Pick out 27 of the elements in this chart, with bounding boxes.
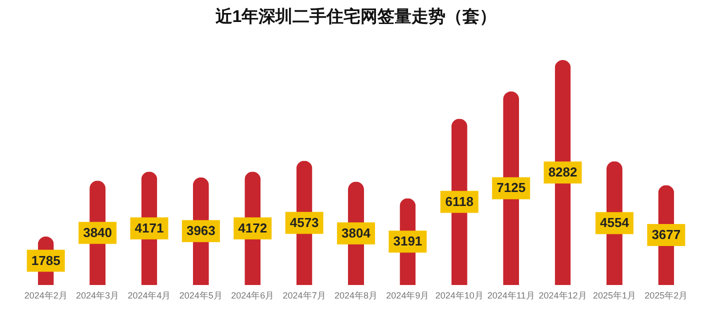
data-label: 1785 — [31, 252, 60, 268]
x-tick-label: 2025年2月 — [644, 290, 688, 300]
data-label: 3963 — [186, 223, 216, 238]
x-tick-label: 2024年8月 — [334, 290, 378, 300]
data-label: 4554 — [600, 215, 630, 230]
x-tick-label: 2024年3月 — [76, 290, 120, 300]
data-label: 3804 — [342, 225, 372, 240]
x-tick-label: 2024年11月 — [487, 290, 535, 300]
data-label: 3840 — [83, 224, 112, 240]
x-tick-label: 2024年6月 — [231, 290, 274, 300]
data-label: 4573 — [290, 214, 319, 230]
x-tick-label: 2024年9月 — [386, 290, 430, 300]
data-label: 6118 — [445, 194, 474, 209]
x-tick-label: 2024年5月 — [179, 290, 222, 300]
x-tick-label: 2024年10月 — [435, 290, 484, 300]
data-label: 3677 — [652, 227, 681, 242]
data-label: 3191 — [393, 234, 422, 249]
x-tick-label: 2024年2月 — [24, 290, 68, 300]
x-tick-label: 2024年7月 — [282, 290, 326, 300]
data-label: 7125 — [496, 180, 526, 196]
x-tick-label: 2025年1月 — [592, 290, 636, 300]
x-tick-label: 2024年12月 — [538, 290, 587, 300]
chart-title: 近1年深圳二手住宅网签量走势（套） — [214, 7, 497, 26]
data-label: 4171 — [134, 220, 164, 236]
data-label: 4172 — [238, 220, 268, 236]
x-tick-label: 2024年4月 — [128, 290, 171, 300]
data-label: 8282 — [548, 164, 578, 180]
